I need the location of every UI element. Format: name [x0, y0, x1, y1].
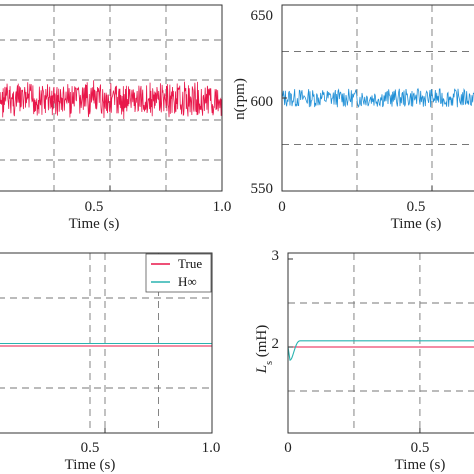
x-tick-label: 0.5 [81, 440, 100, 456]
x-axis-label: Time (s) [65, 457, 116, 473]
tick-marks [109, 186, 223, 191]
y-tick-label: 600 [251, 94, 274, 110]
panel-top-left: 0.5 1.0 Time (s) [0, 4, 232, 232]
signal-trace [0, 80, 223, 119]
legend-label-hinf: H∞ [178, 274, 197, 289]
legend-box [145, 253, 212, 293]
x-tick-label: 0.5 [85, 199, 104, 215]
x-tick-label: 0 [284, 440, 292, 456]
legend-label-true: True [178, 256, 202, 271]
tick-marks [104, 428, 213, 433]
estimate-traces [0, 342, 212, 347]
y-tick-label: 3 [272, 248, 280, 264]
tick-marks [287, 258, 421, 433]
hinf-line [287, 340, 474, 361]
panel-top-right: 650 600 550 0 0.5 n(rpm) Time (s) [232, 4, 474, 232]
grid-lines [0, 5, 222, 191]
x-tick-label: 0.5 [407, 199, 426, 215]
speed-trace [281, 87, 474, 108]
grid-lines [282, 5, 474, 191]
legend: True H∞ [145, 253, 212, 293]
speed-line [281, 87, 474, 108]
y-axis-label: n(rpm) [232, 78, 248, 120]
y-tick-label: 650 [251, 8, 274, 24]
y-tick-label: 2 [272, 336, 280, 352]
panel-bottom-left: True H∞ 0.5 1.0 Time (s) [0, 252, 221, 473]
x-axis-label: Time (s) [391, 216, 442, 232]
x-tick-label: 1.0 [213, 199, 232, 215]
panel-bottom-right: 3 2 0 0.5 Ls (mH) Time (s) [254, 248, 474, 473]
grid-lines [288, 253, 474, 433]
signal-line [0, 80, 223, 119]
x-axis-label: Time (s) [69, 216, 120, 232]
y-axis-label: Ls (mH) [254, 325, 275, 375]
x-tick-label: 0 [278, 199, 286, 215]
tick-marks [281, 4, 433, 192]
y-tick-label: 550 [251, 181, 274, 197]
x-tick-label: 1.0 [202, 440, 221, 456]
plot-frame [287, 252, 474, 434]
x-axis-label: Time (s) [395, 457, 446, 473]
x-tick-label: 0.5 [411, 440, 430, 456]
plot-frame [281, 4, 474, 192]
inductance-traces [287, 340, 474, 361]
